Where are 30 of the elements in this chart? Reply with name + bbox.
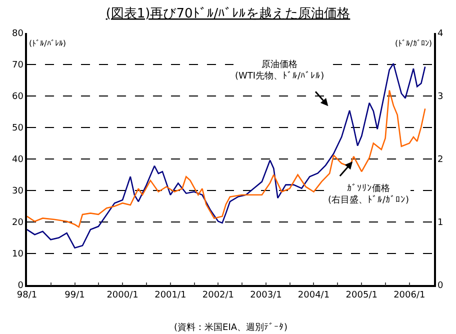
- y2-tick-label: 2: [438, 155, 444, 166]
- y2-axis-title: (ﾄﾞﾙ/ｶﾞﾛﾝ): [395, 39, 432, 48]
- chart-title: (図表1)再び70ﾄﾞﾙ/ﾊﾞﾚﾙを越えた原油価格: [106, 6, 350, 22]
- y-tick-label: 20: [12, 218, 24, 228]
- y-tick-label: 10: [12, 250, 24, 260]
- y2-tick-label: 4: [438, 29, 444, 40]
- x-tick-label: 99/1: [64, 290, 85, 301]
- y-tick-label: 40: [12, 155, 24, 166]
- y2-tick-label: 0: [438, 281, 444, 292]
- x-tick-label: 2003/1: [250, 290, 282, 301]
- x-tick-label: 2005/1: [346, 290, 378, 301]
- y-tick-label: 60: [12, 92, 24, 102]
- annotation: ｶﾞｿﾘﾝ価格 (右目盛、ﾄﾞﾙ/ｶﾞﾛﾝ): [328, 183, 410, 206]
- annotation: 原油価格 (WTI先物、ﾄﾞﾙ/ﾊﾞﾚﾙ): [235, 59, 324, 82]
- y2-tick-label: 3: [438, 92, 444, 102]
- x-tick-label: 2001/1: [154, 290, 186, 301]
- y-tick-label: 0: [18, 281, 24, 292]
- x-tick-label: 98/1: [16, 290, 38, 301]
- y2-tick-label: 1: [438, 218, 444, 228]
- x-tick-label: 2004/1: [298, 290, 330, 301]
- y-axis-title: (ﾄﾞﾙ/ﾊﾞﾚﾙ): [29, 39, 66, 48]
- x-tick-label: 2002/1: [202, 290, 234, 301]
- y-tick-label: 50: [12, 124, 24, 134]
- y-tick-label: 30: [12, 186, 24, 197]
- line-series: [27, 90, 426, 228]
- y-tick-label: 70: [12, 60, 24, 71]
- x-tick-label: 2000/1: [106, 290, 138, 301]
- text: (資料：米国EIA、週別ﾃﾞｰﾀ): [174, 322, 288, 333]
- x-tick-label: 2006/1: [394, 290, 426, 301]
- y-tick-label: 80: [12, 29, 24, 40]
